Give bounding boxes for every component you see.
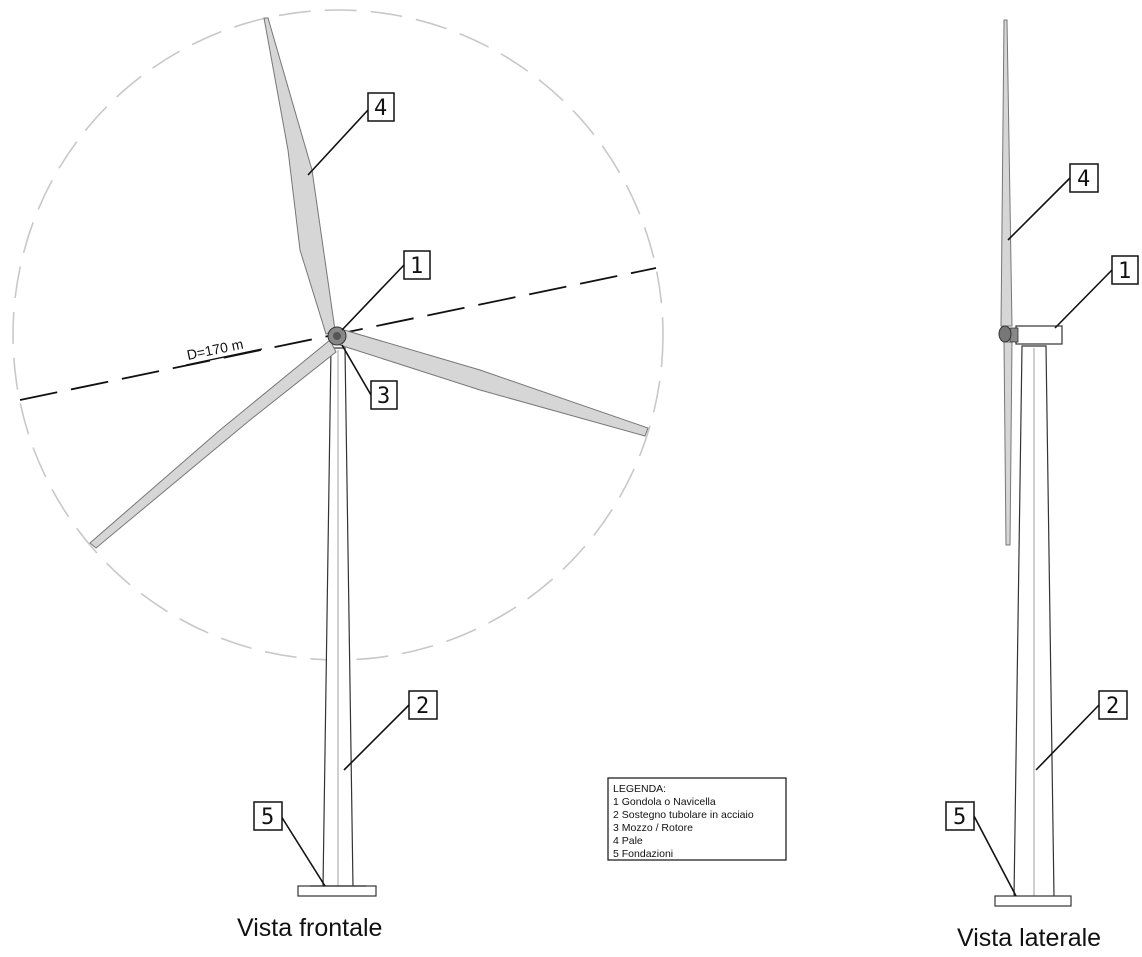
front-hub-center	[333, 332, 341, 340]
callout-label-front-5: 5	[261, 805, 274, 830]
legend-box	[607, 777, 787, 861]
side-view: 4 1 2 5 Vista laterale	[945, 19, 1139, 952]
leader-side-2	[1035, 704, 1100, 771]
callout-side-2: 2	[1035, 690, 1128, 771]
callout-label-front-1: 1	[410, 254, 423, 279]
front-blade-top	[263, 17, 336, 335]
side-blade-upper	[1000, 19, 1013, 327]
caption-front-view: Vista frontale	[237, 914, 382, 942]
leader-front-4	[307, 109, 369, 176]
callout-label-front-2: 2	[416, 694, 429, 719]
legend-item: 1 Gondola o Navicella	[613, 796, 716, 808]
caption-side-view: Vista laterale	[957, 924, 1101, 952]
callout-box-side-1	[1111, 255, 1139, 285]
callout-side-1: 1	[1054, 255, 1139, 329]
front-blade-left	[89, 339, 337, 549]
callout-box-side-2	[1098, 690, 1128, 720]
callout-label-side-2: 2	[1106, 694, 1119, 719]
front-foundation	[297, 885, 377, 897]
leader-front-1	[341, 264, 405, 331]
callout-box-front-1	[403, 250, 431, 280]
callout-side-4: 4	[1007, 163, 1099, 241]
callout-box-side-5	[945, 801, 975, 831]
callout-label-front-3: 3	[377, 384, 390, 409]
leader-side-1	[1054, 269, 1113, 329]
callout-box-side-4	[1069, 163, 1099, 193]
callout-side-5: 5	[945, 801, 1017, 897]
leader-front-5	[280, 815, 326, 887]
leader-side-5	[973, 815, 1017, 897]
leader-front-2	[343, 704, 410, 771]
legend: LEGENDA: 1 Gondola o Navicella 2 Sostegn…	[607, 777, 787, 861]
callout-label-side-1: 1	[1118, 259, 1131, 284]
callout-front-5: 5	[253, 801, 326, 887]
diameter-underline	[185, 348, 263, 366]
legend-item: 5 Fondazioni	[613, 848, 673, 860]
side-foundation	[994, 895, 1072, 907]
callout-box-front-5	[253, 801, 283, 831]
callout-box-front-3	[370, 380, 398, 410]
callout-front-1: 1	[341, 250, 431, 331]
legend-title: LEGENDA:	[613, 783, 666, 795]
callout-label-side-5: 5	[953, 805, 966, 830]
side-nacelle	[1015, 325, 1063, 345]
front-view: D=170 m 4 1 3	[12, 9, 664, 942]
callout-label-front-4: 4	[374, 96, 387, 121]
leader-front-3	[341, 344, 372, 396]
callout-box-front-2	[408, 690, 438, 720]
legend-item: 3 Mozzo / Rotore	[613, 822, 693, 834]
side-hub	[998, 325, 1012, 343]
legend-item: 2 Sostegno tubolare in acciaio	[613, 809, 754, 821]
leader-side-4	[1007, 177, 1071, 241]
side-blade-lower	[1003, 341, 1013, 546]
callout-front-2: 2	[343, 690, 438, 771]
legend-item: 4 Pale	[613, 835, 643, 847]
callout-box-front-4	[367, 92, 395, 122]
callout-label-side-4: 4	[1077, 167, 1090, 192]
callout-front-3: 3	[341, 344, 398, 410]
callout-front-4: 4	[307, 92, 395, 176]
